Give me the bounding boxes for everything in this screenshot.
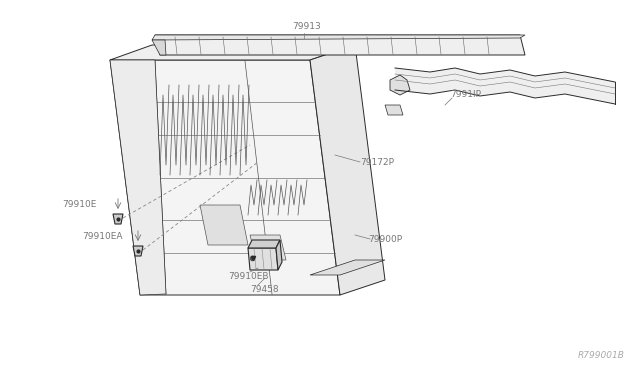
Polygon shape [110, 60, 340, 295]
Polygon shape [110, 45, 355, 60]
Polygon shape [385, 105, 403, 115]
Polygon shape [250, 235, 286, 260]
Polygon shape [152, 40, 166, 55]
Text: 79900P: 79900P [368, 235, 402, 244]
Polygon shape [155, 35, 525, 55]
Polygon shape [395, 68, 615, 104]
Text: 79910E: 79910E [62, 200, 97, 209]
Polygon shape [310, 45, 385, 295]
Polygon shape [133, 246, 143, 256]
Text: 79913: 79913 [292, 22, 321, 31]
Polygon shape [390, 75, 410, 95]
Text: R799001B: R799001B [578, 351, 625, 360]
Polygon shape [110, 60, 166, 295]
Polygon shape [200, 205, 248, 245]
Polygon shape [310, 260, 385, 275]
Text: 79910EA: 79910EA [82, 232, 122, 241]
Polygon shape [248, 240, 280, 248]
Polygon shape [276, 240, 282, 270]
Text: 79172P: 79172P [360, 158, 394, 167]
Text: 7991lP: 7991lP [450, 90, 481, 99]
Text: 79458: 79458 [250, 285, 278, 294]
Polygon shape [248, 248, 278, 270]
Polygon shape [113, 214, 123, 224]
Text: 79910EB: 79910EB [228, 272, 269, 281]
Polygon shape [152, 35, 525, 40]
